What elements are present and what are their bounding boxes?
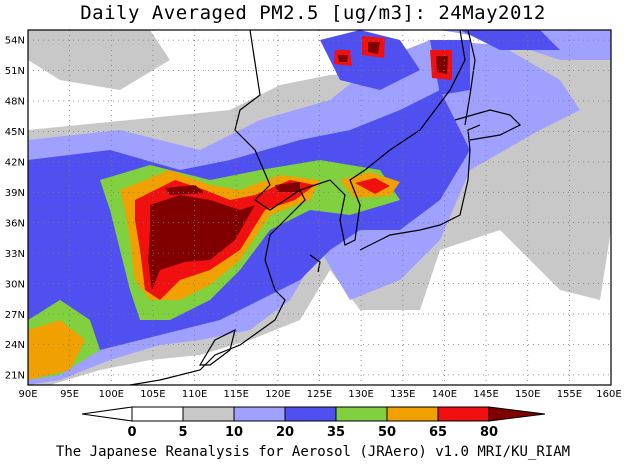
lon-label: 140E bbox=[432, 389, 457, 400]
colorbar-label: 0 bbox=[127, 425, 136, 440]
lat-label: 27N bbox=[5, 310, 25, 321]
lon-label: 100E bbox=[99, 389, 124, 400]
colorbar-label: 10 bbox=[225, 425, 243, 440]
pm25-field bbox=[28, 30, 611, 385]
colorbar-swatch bbox=[335, 406, 388, 422]
colorbar-label: 35 bbox=[327, 425, 345, 440]
lat-label: 21N bbox=[5, 371, 25, 382]
lon-label: 130E bbox=[348, 389, 373, 400]
map-frame bbox=[27, 29, 612, 386]
lon-tick-labels: 90E 95E 100E 105E 110E 115E 120E 125E 13… bbox=[18, 389, 621, 400]
colorbar-swatch bbox=[131, 406, 184, 422]
lat-label: 48N bbox=[5, 97, 25, 108]
lat-tick-labels: 54N 51N 48N 45N 42N 39N 36N 33N 30N 27N … bbox=[5, 36, 25, 382]
lat-label: 45N bbox=[5, 127, 25, 138]
colorbar-label: 5 bbox=[178, 425, 187, 440]
lon-label: 90E bbox=[18, 389, 37, 400]
lat-label: 30N bbox=[5, 280, 25, 291]
lon-label: 110E bbox=[182, 389, 207, 400]
colorbar bbox=[81, 406, 546, 422]
coastlines bbox=[129, 30, 522, 385]
lat-label: 24N bbox=[5, 340, 25, 351]
lat-label: 33N bbox=[5, 249, 25, 260]
lon-label: 145E bbox=[473, 389, 498, 400]
lat-label: 54N bbox=[5, 36, 25, 47]
gridlines bbox=[28, 30, 611, 385]
colorbar-swatch bbox=[233, 406, 286, 422]
lon-label: 105E bbox=[140, 389, 165, 400]
lon-label: 115E bbox=[223, 389, 248, 400]
lon-label: 160E bbox=[596, 389, 621, 400]
colorbar-high-arrow bbox=[488, 406, 546, 422]
lat-label: 39N bbox=[5, 188, 25, 199]
colorbar-label: 80 bbox=[480, 425, 498, 440]
lon-label: 125E bbox=[307, 389, 332, 400]
lon-label: 135E bbox=[390, 389, 415, 400]
lat-label: 36N bbox=[5, 219, 25, 230]
lat-label: 51N bbox=[5, 66, 25, 77]
map-title: Daily Averaged PM2.5 [ug/m3]: 24May2012 bbox=[80, 2, 546, 24]
colorbar-labels: 0 5 10 20 35 50 65 80 bbox=[127, 425, 498, 440]
lon-label: 150E bbox=[515, 389, 540, 400]
colorbar-swatch bbox=[437, 406, 490, 422]
colorbar-swatch bbox=[284, 406, 337, 422]
footer-credit: The Japanese Reanalysis for Aerosol (JRA… bbox=[55, 444, 571, 460]
lat-label: 42N bbox=[5, 158, 25, 169]
colorbar-label: 50 bbox=[378, 425, 396, 440]
colorbar-swatch bbox=[182, 406, 235, 422]
lon-label: 155E bbox=[557, 389, 582, 400]
colorbar-low-arrow bbox=[81, 406, 133, 422]
lon-label: 95E bbox=[60, 389, 79, 400]
colorbar-label: 20 bbox=[276, 425, 294, 440]
lon-label: 120E bbox=[265, 389, 290, 400]
colorbar-label: 65 bbox=[429, 425, 447, 440]
colorbar-swatch bbox=[386, 406, 439, 422]
